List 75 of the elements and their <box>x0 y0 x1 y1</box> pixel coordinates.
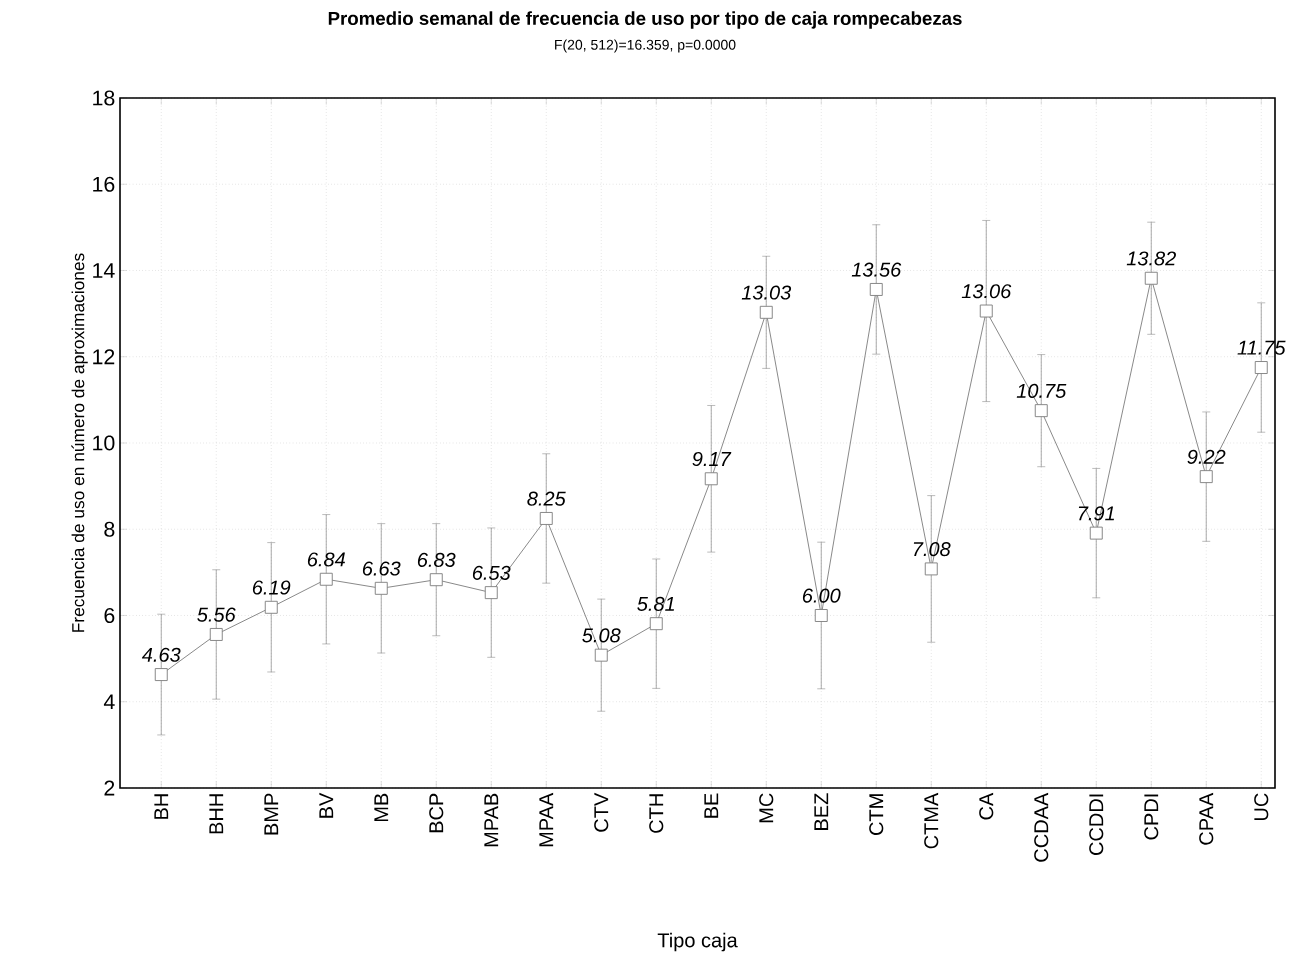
y-tick-label: 14 <box>93 263 115 278</box>
data-label: 5.81 <box>637 596 675 611</box>
x-tick-label: BCP <box>429 793 444 833</box>
x-tick-label: CTV <box>594 792 609 832</box>
point <box>1034 404 1048 418</box>
y-tick-label: 16 <box>93 176 115 192</box>
point <box>209 627 223 641</box>
data-label: 13.56 <box>851 262 902 277</box>
point <box>759 305 773 319</box>
data-label: 9.17 <box>692 451 732 467</box>
y-tick-label: 6 <box>104 607 115 624</box>
y-tick-label: 12 <box>93 349 115 365</box>
data-label: 5.08 <box>582 628 621 643</box>
data-label: 6.84 <box>307 552 345 567</box>
y-tick-label: 2 <box>104 780 115 796</box>
x-tick-label: CTM <box>869 794 884 835</box>
x-tick-label: BEZ <box>814 793 829 830</box>
x-tick-label: MPAA <box>539 792 554 847</box>
x-tick-label: CTMA <box>924 792 939 849</box>
point <box>154 668 168 682</box>
x-tick-label: CA <box>979 792 994 820</box>
point <box>1199 470 1213 484</box>
point <box>649 617 663 631</box>
x-tick-label: CPAA <box>1199 792 1214 845</box>
y-tick-label: 10 <box>93 435 115 451</box>
data-label: 6.83 <box>417 552 456 567</box>
x-tick-label: UC <box>1254 793 1269 821</box>
x-tick-label: BMP <box>264 793 279 835</box>
point <box>704 472 718 486</box>
data-label: 5.56 <box>197 607 236 622</box>
x-tick-label: MB <box>374 793 389 822</box>
x-tick-label: BV <box>319 792 334 818</box>
data-label: 6.19 <box>252 580 291 595</box>
chart-subtitle: F(20, 512)=16.359, p=0.0000 <box>555 39 736 53</box>
x-tick-label: BE <box>704 793 719 818</box>
point <box>319 572 333 586</box>
x-tick-label: CCDAA <box>1034 792 1049 862</box>
point <box>924 562 938 576</box>
x-tick-label: CPDI <box>1144 794 1159 840</box>
point <box>429 573 443 587</box>
data-label: 10.75 <box>1016 383 1067 398</box>
data-label: 13.82 <box>1126 251 1176 266</box>
point <box>594 648 608 662</box>
x-tick-label: MC <box>759 793 774 823</box>
data-label: 4.63 <box>141 647 181 662</box>
point <box>264 600 278 614</box>
data-label: 13.03 <box>741 285 792 300</box>
data-label: 7.08 <box>913 542 951 557</box>
data-label: 6.53 <box>472 565 511 580</box>
y-axis-title: Frecuencia de uso en número de aproximaciones <box>71 253 88 632</box>
data-label: 9.22 <box>1187 449 1226 464</box>
x-tick-label: MPAB <box>484 793 499 847</box>
y-tick-label: 4 <box>103 694 115 710</box>
y-tick-label: 18 <box>93 90 115 106</box>
point <box>814 609 828 622</box>
x-tick-label: BH <box>154 794 169 819</box>
data-label: 6.00 <box>802 588 841 603</box>
y-tick-label: 8 <box>104 521 115 537</box>
data-label: 13.06 <box>961 284 1012 299</box>
data-label: 6.63 <box>362 561 401 576</box>
point <box>484 586 498 600</box>
point <box>1089 526 1103 540</box>
point <box>539 511 553 525</box>
chart-title: Promedio semanal de frecuencia de uso por tipo de caja rompecabezas <box>328 11 962 29</box>
point <box>1254 361 1268 374</box>
x-tick-label: CTH <box>649 794 664 833</box>
point <box>374 581 388 595</box>
data-label: 8.25 <box>527 491 566 506</box>
x-axis-title: Tipo caja <box>657 932 738 952</box>
point <box>869 283 883 296</box>
point <box>1144 271 1158 285</box>
x-tick-label: CCDDI <box>1089 794 1104 855</box>
x-tick-label: BHH <box>209 794 224 834</box>
data-label: 7.91 <box>1078 506 1115 521</box>
point <box>979 304 993 318</box>
